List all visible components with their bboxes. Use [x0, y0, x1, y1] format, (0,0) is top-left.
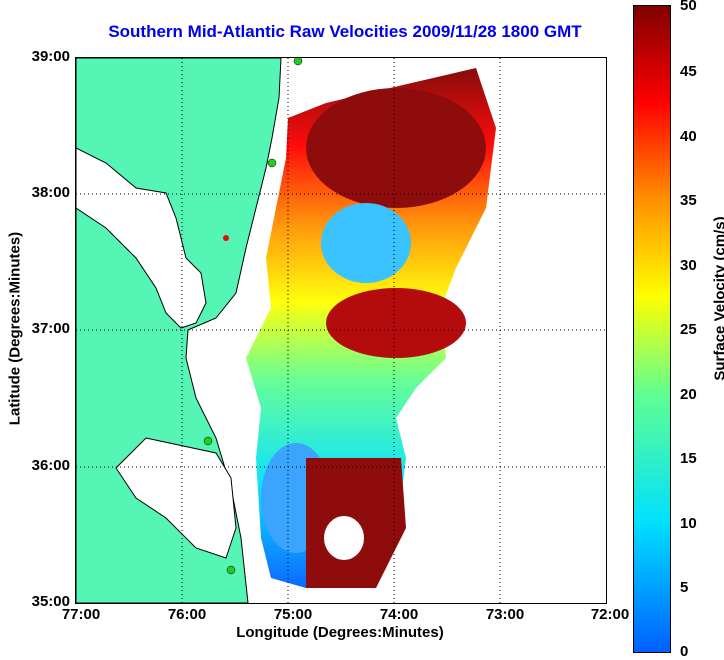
ytick-label: 36:00 [18, 457, 70, 474]
colorbar-tick: 15 [680, 450, 720, 467]
xtick-label: 75:00 [263, 606, 323, 623]
colorbar [633, 5, 671, 653]
xtick-label: 72:00 [580, 606, 640, 623]
colorbar-tick: 5 [680, 579, 720, 596]
xtick-label: 76:00 [157, 606, 217, 623]
fast-core-north [306, 88, 486, 208]
y-axis-label: Latitude (Degrees:Minutes) [7, 194, 24, 464]
xtick-label: 73:00 [475, 606, 535, 623]
ytick-label: 37:00 [18, 320, 70, 337]
colorbar-tick: 45 [680, 63, 720, 80]
slow-core-center [321, 203, 411, 283]
xtick-label: 77:00 [51, 606, 111, 623]
colorbar-tick: 10 [680, 515, 720, 532]
gap-south [324, 516, 364, 560]
colorbar-label: Surface Velocity (cm/s) [712, 164, 724, 434]
ytick-label: 39:00 [18, 48, 70, 65]
radar-station-red [223, 235, 229, 241]
colorbar-tick: 50 [680, 0, 720, 14]
colorbar-tick: 0 [680, 643, 720, 660]
velocity-field [246, 68, 496, 588]
x-axis-label: Longitude (Degrees:Minutes) [190, 624, 490, 641]
xtick-label: 74:00 [369, 606, 429, 623]
map-plot [75, 57, 607, 604]
ytick-label: 38:00 [18, 184, 70, 201]
map-title: Southern Mid-Atlantic Raw Velocities 200… [50, 22, 640, 42]
fast-core-mid [326, 288, 466, 358]
colorbar-tick: 40 [680, 128, 720, 145]
map-canvas [76, 58, 606, 603]
